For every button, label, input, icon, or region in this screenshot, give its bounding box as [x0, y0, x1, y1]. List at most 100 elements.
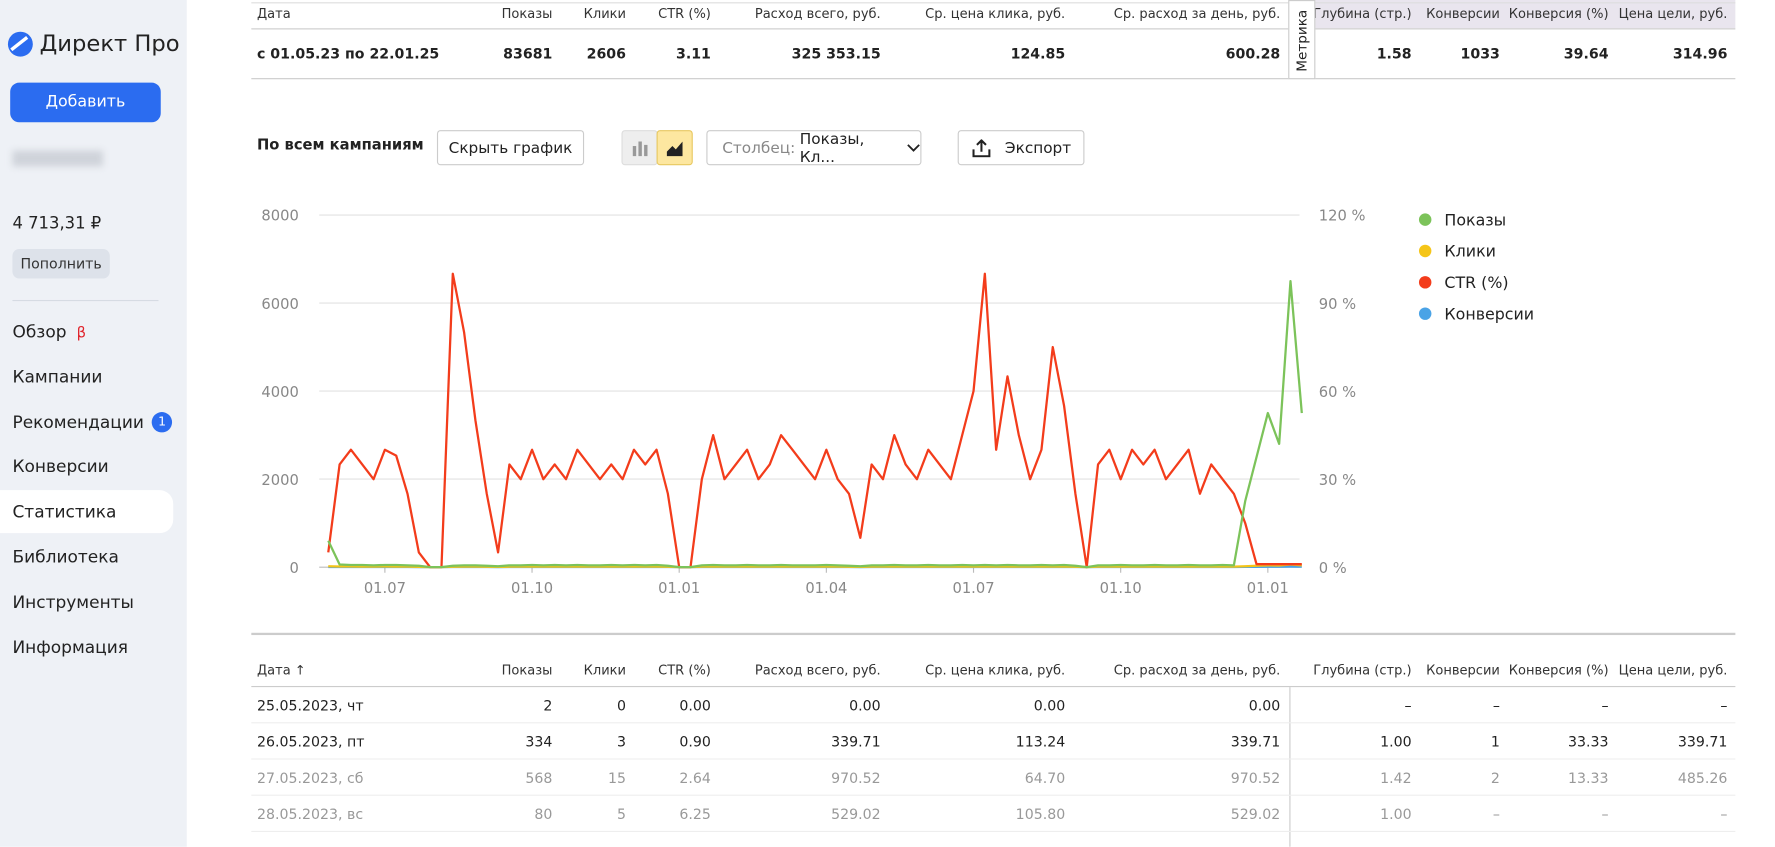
- table-cell: 485.26: [1677, 769, 1728, 787]
- table-cell: 3: [616, 732, 626, 750]
- table-cell: 970.52: [831, 769, 881, 787]
- export-button[interactable]: Экспорт: [957, 130, 1085, 166]
- total-cell: 600.28: [1225, 44, 1281, 62]
- nav-item[interactable]: Конверсии: [0, 445, 173, 488]
- table-cell: 0.00: [1033, 696, 1066, 714]
- nav-label: Статистика: [12, 501, 117, 523]
- scope-label: По всем кампаниям: [256, 136, 424, 154]
- nav-item[interactable]: Рекомендации 1: [0, 400, 173, 443]
- table-cell: 0.00: [1248, 696, 1281, 714]
- x-tick-label: 01.01: [1247, 580, 1289, 597]
- table-cell: 568: [525, 769, 553, 787]
- row-rule: [251, 758, 1736, 760]
- nav-item[interactable]: Библиотека: [0, 535, 173, 578]
- header-cell: Показы: [501, 5, 553, 22]
- rule: [251, 78, 1736, 80]
- table-cell: 105.80: [1015, 805, 1066, 823]
- legend-marker: [1418, 307, 1432, 320]
- export-icon: [972, 138, 991, 157]
- x-tick-label: 01.10: [1100, 580, 1142, 597]
- header-cell: Ср. цена клика, руб.: [925, 5, 1066, 22]
- header-cell: Клики: [583, 662, 626, 679]
- table-cell: 970.52: [1230, 769, 1281, 787]
- export-label: Экспорт: [1004, 138, 1072, 157]
- table-cell: 0.00: [679, 696, 711, 714]
- add-button[interactable]: Добавить: [10, 82, 161, 123]
- legend-label: Конверсии: [1444, 304, 1534, 323]
- x-tick-label: 01.07: [364, 580, 406, 597]
- header-cell: Цена цели, руб.: [1618, 662, 1728, 679]
- table-cell: 13.33: [1568, 769, 1609, 787]
- table-cell: –: [1720, 805, 1728, 823]
- y-tick-label: 0: [289, 560, 298, 577]
- area-mode-button[interactable]: [656, 130, 693, 166]
- header-cell: Клики: [583, 5, 626, 22]
- table-cell: 26.05.2023, пт: [256, 732, 365, 750]
- header-cell: Конверсия (%): [1508, 5, 1609, 22]
- table-cell: 0.90: [679, 732, 711, 750]
- table-cell: 339.71: [831, 732, 881, 750]
- table-cell: 1: [1490, 732, 1500, 750]
- table-cell: –: [1492, 696, 1500, 714]
- row-rule: [251, 722, 1736, 724]
- table-cell: 529.02: [831, 805, 881, 823]
- sidebar: Директ Про Добавить 4 713,31 ₽ Пополнить…: [0, 0, 187, 847]
- header-cell: Расход всего, руб.: [754, 662, 881, 679]
- chart: 0 2000 4000 6000 8000 0 % 30 % 60 % 90 % 120 % 01.…: [261, 208, 1534, 597]
- y2-tick-label: 30 %: [1319, 472, 1356, 489]
- header-cell: Ср. цена клика, руб.: [925, 662, 1066, 679]
- header-cell: Конверсия (%): [1508, 662, 1609, 679]
- y-tick-label: 8000: [261, 208, 298, 225]
- nav-item[interactable]: Инструменты: [0, 580, 173, 623]
- nav-label: Библиотека: [12, 546, 119, 568]
- metrika-tab[interactable]: Метрика: [1288, 0, 1316, 80]
- total-cell: 1.58: [1376, 44, 1412, 62]
- top-up-button[interactable]: Пополнить: [12, 249, 110, 279]
- total-cell: 124.85: [1010, 44, 1066, 62]
- nav-label: Информация: [12, 636, 128, 658]
- hide-chart-button[interactable]: Скрыть график: [436, 130, 585, 166]
- table-cell: 334: [525, 732, 553, 750]
- table-cell: 25.05.2023, чт: [256, 696, 364, 714]
- nav-label: Инструменты: [12, 591, 134, 613]
- nav-item[interactable]: Информация: [0, 626, 173, 669]
- y2-tick-label: 0 %: [1319, 560, 1347, 577]
- table-cell: –: [1601, 805, 1609, 823]
- total-cell: 83681: [503, 44, 553, 62]
- area-icon: [666, 140, 683, 156]
- nav-item[interactable]: Обзор β: [0, 310, 173, 353]
- table-cell: 80: [534, 805, 553, 823]
- header-cell: Дата ↑: [256, 662, 306, 679]
- legend-label: Показы: [1444, 210, 1506, 229]
- table-cell: 529.02: [1230, 805, 1281, 823]
- x-tick-label: 01.10: [511, 580, 553, 597]
- table-cell: 1.00: [1380, 732, 1412, 750]
- table-cell: 113.24: [1015, 732, 1066, 750]
- table-cell: 0.00: [849, 696, 881, 714]
- column-dropdown[interactable]: Столбец: Показы, Кл...: [706, 129, 922, 166]
- nav-item[interactable]: Статистика: [0, 490, 174, 534]
- bar-mode-button[interactable]: [621, 130, 658, 166]
- logo: Директ Про: [39, 29, 180, 57]
- table-cell: 5: [616, 805, 626, 823]
- logo-icon: [7, 31, 33, 57]
- table-cell: 33.33: [1568, 732, 1609, 750]
- nav-item[interactable]: Кампании: [0, 355, 173, 398]
- rule: [251, 685, 1736, 688]
- header-cell: Ср. расход за день, руб.: [1113, 5, 1281, 22]
- series-line: [327, 272, 1302, 569]
- legend-label: Клики: [1444, 242, 1496, 261]
- table-cell: 27.05.2023, сб: [256, 769, 364, 787]
- rule: [251, 28, 1736, 30]
- table-cell: –: [1404, 696, 1412, 714]
- rule: [251, 632, 1736, 636]
- table-cell: 0: [616, 696, 626, 714]
- column-label: Столбец:: [722, 138, 796, 157]
- y2-tick-label: 90 %: [1319, 296, 1356, 313]
- y-tick-label: 4000: [261, 384, 298, 401]
- total-cell: 2606: [586, 44, 626, 62]
- column-value: Показы, Кл...: [799, 129, 865, 166]
- account-blurred: [12, 150, 104, 167]
- header-cell: Глубина (стр.): [1313, 5, 1412, 22]
